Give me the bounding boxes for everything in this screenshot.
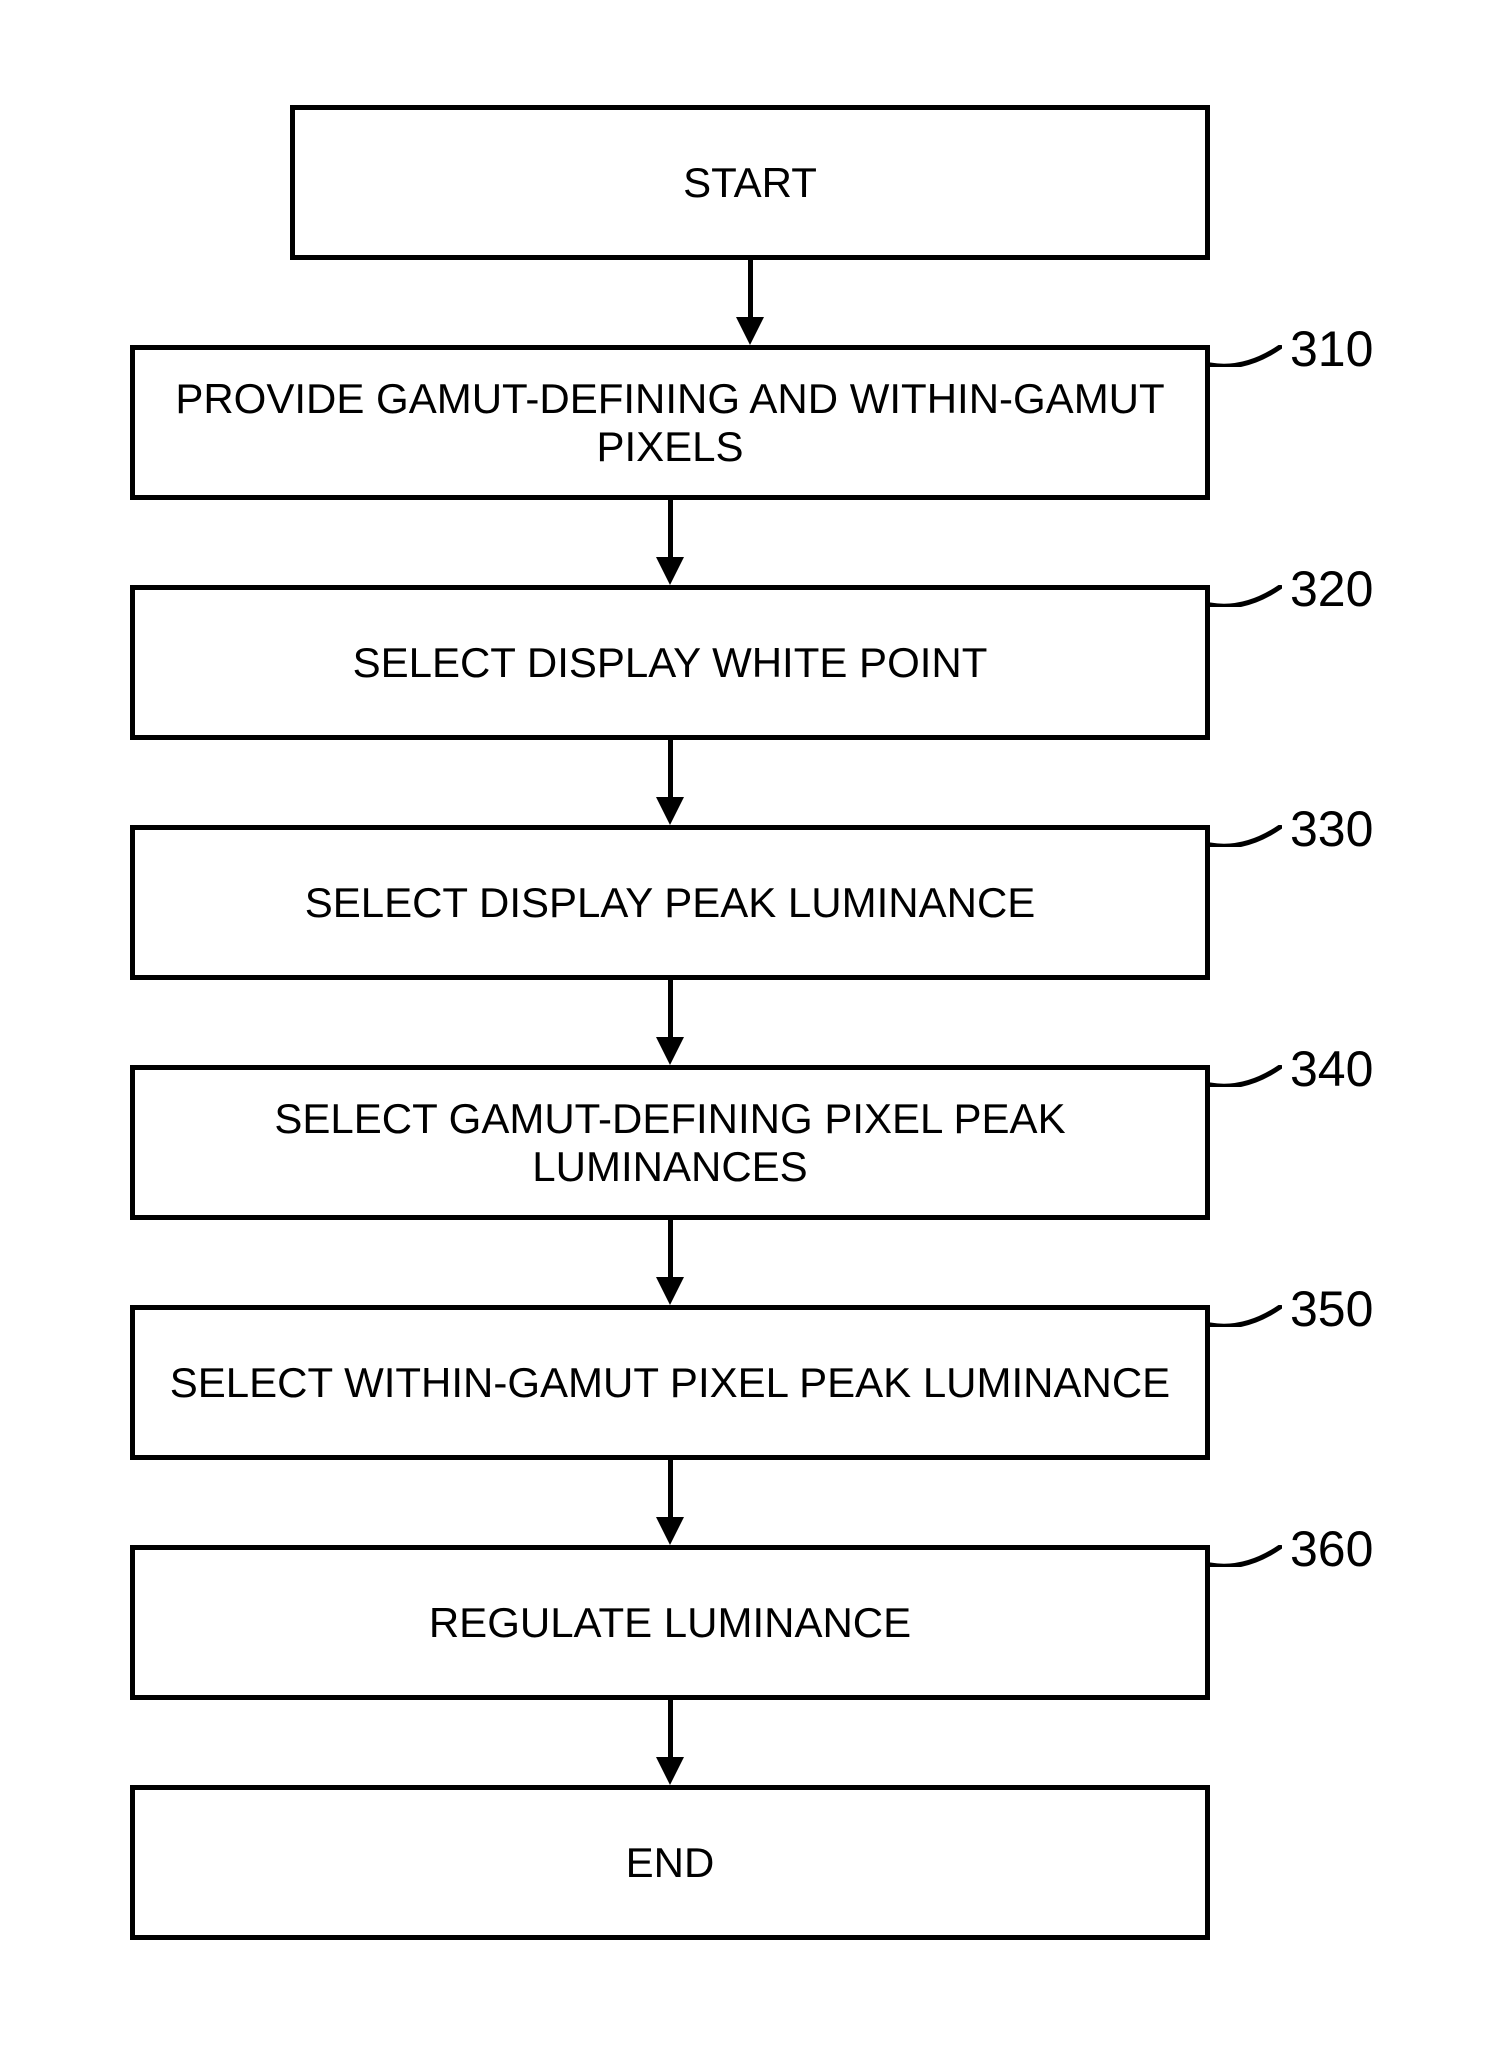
leader-n320 (1208, 585, 1282, 607)
ref-label-n330: 330 (1290, 800, 1373, 858)
ref-label-n350: 350 (1290, 1280, 1373, 1338)
arrow-n330-n340 (668, 980, 673, 1037)
arrow-head-n310-n320 (656, 557, 684, 585)
arrow-head-n330-n340 (656, 1037, 684, 1065)
flowchart-node-n320: SELECT DISPLAY WHITE POINT (130, 585, 1210, 740)
flowchart-node-n330: SELECT DISPLAY PEAK LUMINANCE (130, 825, 1210, 980)
arrow-head-n320-n330 (656, 797, 684, 825)
arrow-head-n350-n360 (656, 1517, 684, 1545)
ref-label-n320: 320 (1290, 560, 1373, 618)
arrow-n360-end (668, 1700, 673, 1757)
arrow-start-n310 (748, 260, 753, 317)
arrow-n310-n320 (668, 500, 673, 557)
arrow-n340-n350 (668, 1220, 673, 1277)
flowchart-node-n310: PROVIDE GAMUT-DEFINING AND WITHIN-GAMUT … (130, 345, 1210, 500)
ref-label-n310: 310 (1290, 320, 1373, 378)
leader-n310 (1208, 345, 1282, 367)
arrow-n320-n330 (668, 740, 673, 797)
flowchart-node-end: END (130, 1785, 1210, 1940)
leader-n360 (1208, 1545, 1282, 1567)
ref-label-n340: 340 (1290, 1040, 1373, 1098)
arrow-head-n340-n350 (656, 1277, 684, 1305)
arrow-head-n360-end (656, 1757, 684, 1785)
leader-n330 (1208, 825, 1282, 847)
ref-label-n360: 360 (1290, 1520, 1373, 1578)
flowchart-node-n340: SELECT GAMUT-DEFINING PIXEL PEAK LUMINAN… (130, 1065, 1210, 1220)
arrow-head-start-n310 (736, 317, 764, 345)
flowchart-node-start: START (290, 105, 1210, 260)
leader-n340 (1208, 1065, 1282, 1087)
leader-n350 (1208, 1305, 1282, 1327)
flowchart-node-n360: REGULATE LUMINANCE (130, 1545, 1210, 1700)
arrow-n350-n360 (668, 1460, 673, 1517)
flowchart-node-n350: SELECT WITHIN-GAMUT PIXEL PEAK LUMINANCE (130, 1305, 1210, 1460)
flowchart-canvas: START PROVIDE GAMUT-DEFINING AND WITHIN-G… (0, 0, 1488, 2068)
